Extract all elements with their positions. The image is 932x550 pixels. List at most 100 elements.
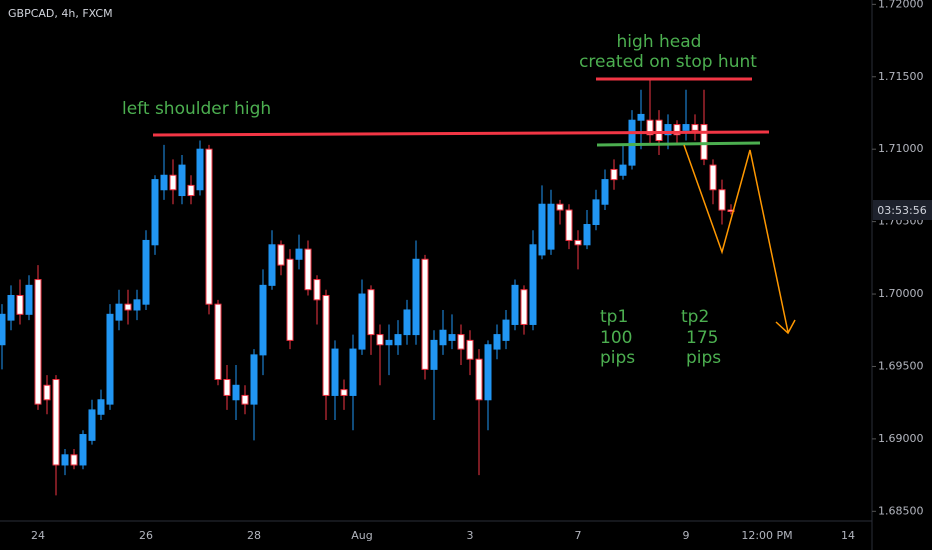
countdown: 03:53:56: [877, 204, 926, 217]
candle-body: [655, 119, 663, 142]
candles: [0, 79, 735, 496]
candle-body: [565, 209, 573, 241]
candle-body: [232, 384, 240, 401]
candle-body: [43, 384, 51, 401]
candle-body: [52, 378, 60, 466]
candle-body: [511, 284, 519, 325]
candle-body: [520, 289, 528, 325]
candle-body: [16, 294, 24, 315]
candle-body: [7, 294, 15, 321]
candle-body: [79, 434, 87, 466]
candle-body: [637, 113, 645, 121]
annotation: 100: [600, 328, 632, 348]
candle-body: [106, 313, 114, 405]
candle-body: [448, 334, 456, 341]
candle-body: [88, 409, 96, 441]
candle-body: [718, 189, 726, 211]
y-tick-label: 1.71000: [878, 142, 924, 155]
candle-body: [493, 334, 501, 350]
x-tick-label: 3: [467, 529, 474, 542]
candle-body: [241, 394, 249, 405]
projection-path: [683, 144, 789, 333]
candle-body: [475, 358, 483, 401]
annotation: pips: [686, 348, 721, 368]
annotation: tp2: [681, 307, 709, 327]
annotation: pips: [600, 348, 635, 368]
x-tick-label: 9: [683, 529, 690, 542]
candle-body: [430, 339, 438, 370]
chart-title: GBPCAD, 4h, FXCM: [8, 7, 113, 20]
x-tick-label: 28: [247, 529, 261, 542]
candle-body: [61, 454, 69, 466]
y-tick-label: 1.70000: [878, 287, 924, 300]
candle-body: [313, 279, 321, 301]
candle-body: [214, 303, 222, 380]
candle-body: [709, 164, 717, 191]
candle-body: [97, 399, 105, 415]
candle-body: [115, 303, 123, 321]
candle-body: [592, 199, 600, 226]
candle-body: [25, 284, 33, 315]
candle-body: [205, 148, 213, 305]
candle-body: [376, 334, 384, 346]
candle-body: [547, 203, 555, 250]
candle-body: [412, 258, 420, 336]
candle-body: [367, 289, 375, 336]
candle-body: [304, 248, 312, 291]
candle-body: [277, 244, 285, 266]
candle-body: [160, 174, 168, 191]
candle-body: [250, 354, 258, 405]
candle-body: [295, 248, 303, 260]
countdown-box: [873, 200, 932, 220]
x-tick-label: 7: [575, 529, 582, 542]
annotation: 175: [686, 328, 718, 348]
candle-body: [187, 184, 195, 197]
candle-body: [502, 319, 510, 341]
candle-body: [178, 164, 186, 197]
candle-body: [556, 203, 564, 211]
neckline: [596, 141, 761, 147]
y-tick-label: 1.72000: [878, 0, 924, 10]
candle-body: [628, 119, 636, 166]
candle-body: [322, 294, 330, 396]
candle-body: [169, 174, 177, 191]
candle-body: [574, 239, 582, 246]
candle-body: [286, 258, 294, 341]
candle-body: [349, 348, 357, 396]
projection-arrow: [775, 319, 796, 335]
candle-body: [259, 284, 267, 356]
candle-body: [619, 164, 627, 176]
annotation: tp1: [600, 307, 628, 327]
candle-body: [421, 258, 429, 370]
candle-body: [457, 334, 465, 350]
annotation: left shoulder high: [122, 99, 271, 119]
candle-body: [358, 293, 366, 350]
candle-body: [223, 378, 231, 396]
candle-body: [151, 179, 159, 246]
candle-body: [583, 224, 591, 246]
y-tick-label: 1.71500: [878, 70, 924, 83]
x-tick-label: 24: [31, 529, 45, 542]
candle-body: [664, 124, 672, 136]
candle-body: [0, 313, 6, 346]
annotation: created on stop hunt: [579, 52, 757, 72]
x-tick-label: 26: [139, 529, 153, 542]
candle-body: [340, 389, 348, 396]
y-tick-label: 1.69500: [878, 359, 924, 372]
candle-body: [601, 179, 609, 205]
candle-body: [70, 454, 78, 466]
candle-body: [133, 299, 141, 311]
candle-body: [385, 339, 393, 346]
candle-body: [673, 124, 681, 136]
shoulder-line: [152, 130, 770, 137]
candle-body: [196, 148, 204, 191]
y-tick-label: 1.68500: [878, 504, 924, 517]
axes: 1.685001.690001.695001.700001.705001.710…: [31, 0, 924, 542]
candle-body: [268, 244, 276, 286]
candle-body: [682, 124, 690, 131]
candle-body: [142, 239, 150, 305]
candle-body: [34, 279, 42, 405]
x-tick-label: Aug: [351, 529, 372, 542]
candle-body: [466, 339, 474, 360]
